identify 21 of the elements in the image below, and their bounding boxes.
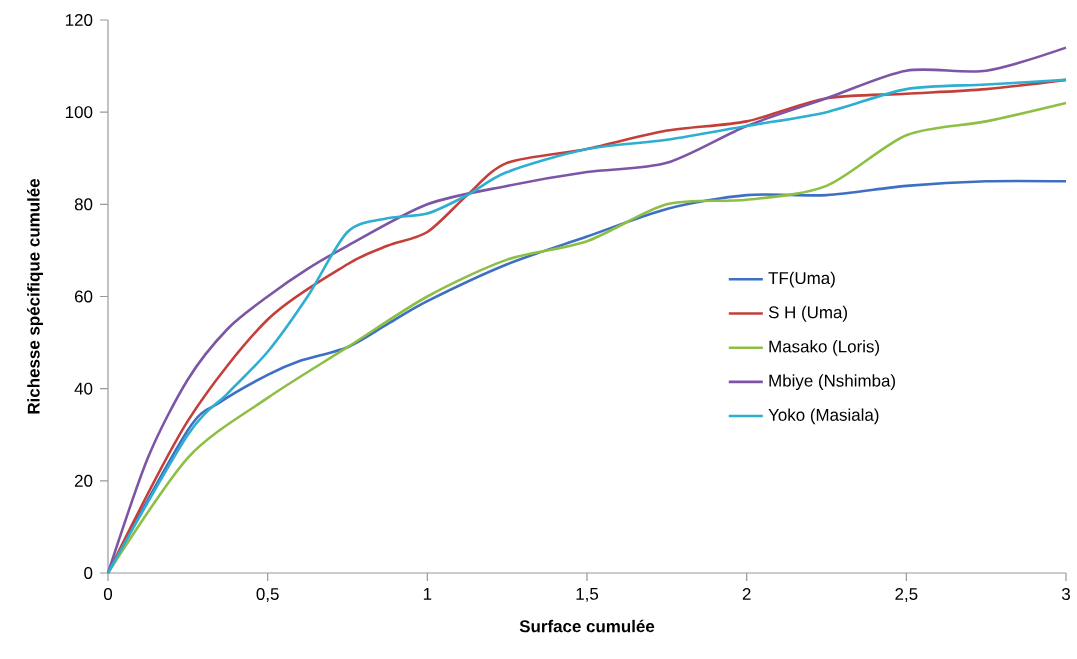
x-tick-label: 1,5 bbox=[576, 588, 599, 602]
y-tick-label: 120 bbox=[65, 14, 93, 26]
x-axis-title: Surface cumulée bbox=[519, 619, 655, 633]
legend-label: Masako (Loris) bbox=[769, 340, 880, 356]
x-tick-label: 2,5 bbox=[895, 588, 918, 603]
y-tick-label: 100 bbox=[65, 106, 93, 119]
y-tick-label: 60 bbox=[75, 290, 93, 303]
y-tick-label: 80 bbox=[74, 198, 93, 211]
y-tick-label: 0 bbox=[84, 567, 93, 579]
legend-label: TF(Uma) bbox=[768, 271, 835, 288]
x-tick-label: 3 bbox=[1061, 588, 1070, 601]
y-tick-label: 20 bbox=[74, 474, 93, 487]
legend-label: S H (Uma) bbox=[768, 305, 847, 322]
x-tick-label: 0,5 bbox=[256, 588, 279, 603]
y-tick-label: 40 bbox=[74, 382, 93, 395]
x-tick-label: 2 bbox=[742, 588, 751, 600]
legend-label: Mbiye (Nshimba) bbox=[769, 374, 895, 391]
x-tick-label: 1 bbox=[423, 588, 432, 600]
y-axis-title: Richesse spécifique cumulée bbox=[27, 178, 44, 414]
legend-label: Yoko (Masiala) bbox=[768, 408, 879, 425]
x-tick-label: 0 bbox=[103, 588, 113, 601]
